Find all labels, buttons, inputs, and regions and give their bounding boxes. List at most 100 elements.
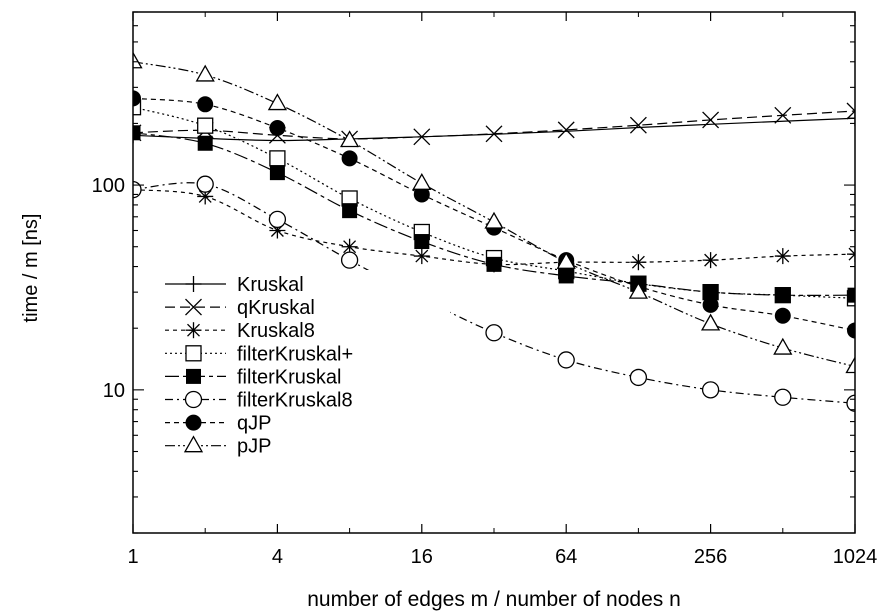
data-point: [845, 356, 855, 374]
data-point: [197, 135, 213, 151]
data-point: [413, 128, 431, 146]
data-point: [133, 125, 141, 141]
data-point: [774, 307, 791, 324]
legend-label: filterKruskal+: [237, 343, 353, 365]
data-point: [775, 287, 791, 303]
data-point: [629, 368, 648, 387]
legend-marker: [185, 322, 202, 339]
data-point: [195, 64, 215, 82]
x-tick-label: 1024: [833, 546, 877, 568]
legend-entry: pJP: [165, 435, 271, 458]
data-point: [196, 175, 214, 193]
series-filterKruskal8: [133, 175, 855, 412]
legend-entry: filterKruskal8: [165, 390, 353, 412]
data-point: [485, 125, 503, 143]
data-point: [703, 284, 719, 300]
data-point: [414, 234, 430, 250]
data-point: [197, 117, 214, 134]
data-point: [629, 116, 647, 134]
x-tick-label: 64: [555, 546, 577, 568]
data-point: [557, 351, 575, 369]
legend-label: filterKruskal: [237, 366, 341, 388]
legend-label: pJP: [237, 436, 271, 458]
legend-entry: filterKruskal+: [165, 343, 353, 365]
data-point: [341, 150, 358, 167]
legend-marker: [184, 390, 203, 409]
data-point: [197, 96, 214, 113]
legend-marker: [185, 345, 202, 362]
data-point: [133, 51, 143, 69]
data-point: [847, 246, 855, 263]
data-point: [269, 150, 286, 167]
data-point: [774, 388, 792, 406]
data-point: [413, 186, 430, 203]
legend-entry: qJP: [165, 413, 271, 435]
data-point: [847, 322, 855, 339]
data-point: [339, 130, 360, 148]
data-point: [484, 211, 504, 229]
series-Kruskal: [133, 110, 855, 144]
plot-area: [133, 51, 855, 412]
data-point: [702, 296, 719, 313]
legend-label: qJP: [237, 413, 271, 435]
legend-marker: [185, 276, 202, 292]
data-point: [342, 203, 358, 219]
data-point: [846, 102, 855, 120]
data-point: [774, 106, 792, 124]
data-point: [486, 256, 502, 272]
x-tick-label: 256: [694, 546, 727, 568]
data-point: [847, 110, 855, 127]
axes: 1 4 16 64 256 1024 10 100: [92, 11, 877, 568]
legend-entry: Kruskal8: [165, 320, 315, 342]
legend-background: [150, 270, 450, 463]
data-point: [847, 287, 855, 303]
legend-entry: qKruskal: [165, 297, 315, 319]
legend-marker: [185, 298, 202, 316]
legend-entry: filterKruskal: [165, 366, 341, 388]
data-point: [133, 90, 141, 107]
data-point: [702, 111, 720, 129]
x-axis-label: number of edges m / number of nodes n: [307, 588, 681, 611]
data-point: [702, 252, 719, 269]
legend: KruskalqKruskalKruskal8filterKruskal+fil…: [150, 270, 450, 463]
y-axis-label: time / m [ns]: [20, 214, 42, 323]
series-qKruskal: [133, 102, 855, 148]
data-point: [412, 172, 432, 190]
data-point: [133, 99, 142, 116]
series-line: [133, 189, 855, 266]
data-point: [133, 180, 142, 199]
x-tick-label: 1: [127, 546, 138, 568]
data-point: [558, 268, 574, 284]
data-point: [269, 119, 286, 136]
data-point: [340, 251, 359, 269]
data-point: [774, 248, 791, 265]
legend-entry: Kruskal: [165, 274, 304, 296]
data-point: [628, 281, 649, 299]
data-point: [267, 93, 288, 111]
data-point: [700, 313, 721, 331]
data-point: [268, 210, 287, 229]
series-line: [133, 132, 855, 296]
data-point: [556, 251, 576, 269]
data-point: [701, 381, 720, 399]
legend-marker: [186, 368, 201, 384]
series-line: [133, 117, 855, 142]
legend-label: qKruskal: [237, 297, 315, 319]
series-line: [133, 182, 855, 404]
series-line: [133, 106, 855, 299]
y-tick-label: 10: [103, 380, 125, 402]
x-tick-label: 4: [272, 546, 283, 568]
x-tick-label: 16: [411, 546, 433, 568]
data-point: [269, 165, 285, 181]
series-pJP: [133, 51, 855, 374]
y-tick-label: 100: [92, 175, 125, 197]
legend-marker: [183, 435, 204, 453]
legend-marker: [185, 414, 202, 431]
data-point: [413, 248, 430, 265]
legend-label: Kruskal: [237, 274, 304, 296]
data-point: [630, 254, 647, 271]
data-point: [557, 121, 575, 139]
data-point: [485, 324, 503, 342]
data-point: [773, 337, 793, 355]
